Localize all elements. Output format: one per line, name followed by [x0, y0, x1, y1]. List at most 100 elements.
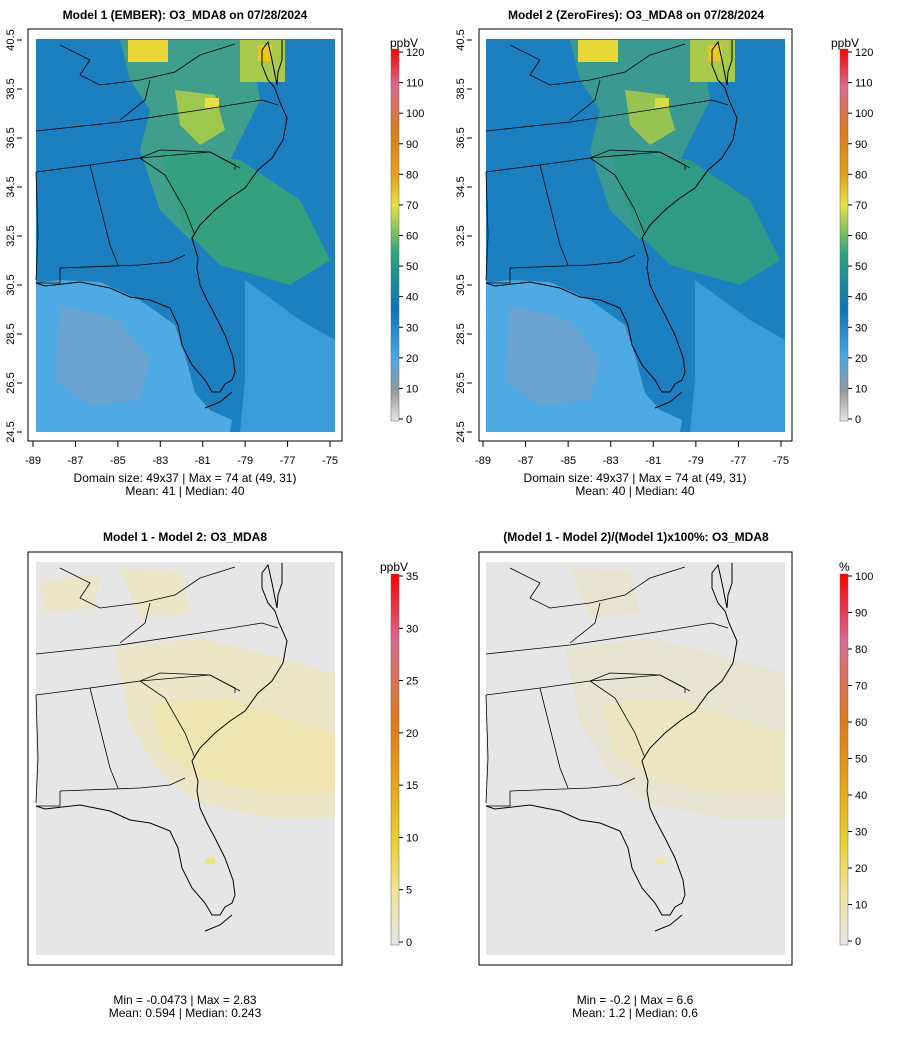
colorbar-tick-label: 20 — [406, 728, 418, 740]
colorbar-tick-label: 0 — [855, 414, 861, 426]
y-tick-label: 28.5 — [5, 323, 17, 344]
colorbar-tick-label: 80 — [406, 169, 418, 181]
x-tick-label: -77 — [730, 455, 746, 467]
stats-line-1: Domain size: 49x37 | Max = 74 at (49, 31… — [524, 471, 747, 485]
y-tick-label: 24.5 — [455, 421, 467, 442]
x-tick-label: -79 — [237, 455, 253, 467]
colorbar-tick-label: 110 — [855, 78, 873, 90]
colorbar-ticks: 0 10 20 30 40 50 60 70 80 90 100 — [848, 571, 873, 948]
stats-line-1: Min = -0.2 | Max = 6.6 — [577, 993, 694, 1007]
diff-field-fl — [205, 858, 215, 864]
colorbar-tick-label: 0 — [406, 937, 412, 949]
diff-field-north — [120, 568, 190, 618]
x-tick-labels: -89 -87 -85 -83 -81 -79 -77 -75 — [475, 441, 789, 467]
y-tick-label: 32.5 — [5, 225, 17, 246]
atlantic-field — [240, 280, 335, 432]
panel-title: Model 2 (ZeroFires): O3_MDA8 on 07/28/20… — [508, 8, 764, 22]
y-tick-label: 36.5 — [455, 127, 467, 148]
y-tick-label: 26.5 — [5, 372, 17, 393]
x-tick-label: -89 — [475, 455, 491, 467]
hotspot-field-peak — [258, 45, 272, 61]
map-field — [36, 562, 335, 955]
diff-field-fl — [655, 858, 665, 864]
diff-field-north — [570, 568, 640, 618]
panel-title: Model 1 - Model 2: O3_MDA8 — [103, 530, 267, 544]
stats-line-2: Mean: 1.2 | Median: 0.6 — [572, 1006, 698, 1020]
y-tick-labels: 24.5 26.5 28.5 30.5 32.5 34.5 36.5 38.5 40.5 — [5, 29, 22, 443]
coastline — [35, 563, 288, 932]
colorbar-tick-label: 100 — [406, 108, 424, 120]
colorbar-tick-label: 120 — [855, 47, 873, 59]
hotspot-field-north — [128, 40, 168, 62]
x-tick-label: -75 — [322, 455, 338, 467]
carolina-field — [610, 150, 780, 285]
stats-line-2: Mean: 0.594 | Median: 0.243 — [109, 1006, 262, 1020]
colorbar — [390, 48, 400, 422]
hotspot-field-north — [578, 40, 618, 62]
x-tick-label: -87 — [67, 455, 83, 467]
map-field — [486, 39, 785, 432]
atlantic-field — [690, 280, 785, 432]
colorbar-tick-label: 100 — [855, 108, 873, 120]
colorbar-ticks: 0 10 20 30 40 50 60 70 80 90 100 110 120 — [399, 47, 424, 426]
panel-difference: Model 1 - Model 2: O3_MDA8 Min = -0 — [27, 530, 418, 1020]
x-tick-label: -81 — [195, 455, 211, 467]
colorbar-unit: % — [839, 560, 850, 574]
colorbar-tick-label: 50 — [406, 261, 418, 273]
colorbar-unit: ppbV — [380, 560, 408, 574]
y-tick-label: 24.5 — [5, 421, 17, 442]
colorbar-tick-label: 10 — [406, 383, 418, 395]
hotspot-field-va — [205, 98, 219, 108]
panel-model1: Model 1 (EMBER): O3_MDA8 on 07/28/2024 — [5, 8, 424, 498]
state-boundaries — [485, 566, 729, 807]
colorbar-tick-label: 80 — [855, 169, 867, 181]
colorbar-tick-label: 35 — [406, 571, 418, 583]
colorbar-unit: ppbV — [390, 36, 418, 50]
stats-line-2: Mean: 40 | Median: 40 — [575, 484, 695, 498]
hotspot-field-va — [655, 98, 669, 108]
colorbar-tick-label: 100 — [855, 571, 873, 583]
colorbar-tick-label: 0 — [406, 414, 412, 426]
colorbar-tick-label: 70 — [855, 200, 867, 212]
stats-line-1: Domain size: 49x37 | Max = 74 at (49, 31… — [74, 471, 297, 485]
appalachia-field — [570, 40, 710, 240]
state-boundaries — [35, 566, 279, 807]
colorbar-tick-label: 30 — [855, 827, 867, 839]
x-tick-label: -85 — [110, 455, 126, 467]
coastline — [485, 40, 738, 409]
stats-line-1: Min = -0.0473 | Max = 2.83 — [113, 993, 257, 1007]
colorbar-tick-label: 40 — [855, 790, 867, 802]
diff-field-core — [150, 698, 335, 793]
colorbar-tick-label: 110 — [406, 78, 424, 90]
colorbar-ticks: 0 5 10 15 20 25 30 35 — [399, 571, 418, 949]
carolina-field — [160, 150, 330, 285]
coastline — [35, 40, 288, 409]
y-tick-label: 38.5 — [455, 78, 467, 99]
colorbar-tick-label: 90 — [406, 139, 418, 151]
x-tick-label: -87 — [518, 455, 534, 467]
x-tick-label: -77 — [280, 455, 296, 467]
colorbar-tick-label: 60 — [855, 231, 867, 243]
colorbar-tick-label: 10 — [855, 900, 867, 912]
state-boundaries — [485, 43, 729, 284]
colorbar-tick-label: 40 — [855, 292, 867, 304]
y-tick-label: 34.5 — [5, 176, 17, 197]
colorbar-tick-label: 30 — [406, 322, 418, 334]
colorbar-tick-label: 50 — [855, 754, 867, 766]
panel-title: Model 1 (EMBER): O3_MDA8 on 07/28/2024 — [63, 8, 308, 22]
panel-title: (Model 1 - Model 2)/(Model 1)x100%: O3_M… — [503, 530, 769, 544]
x-tick-label: -81 — [645, 455, 661, 467]
x-tick-label: -85 — [560, 455, 576, 467]
colorbar-tick-label: 20 — [406, 353, 418, 365]
y-tick-label: 32.5 — [455, 225, 467, 246]
map-field — [36, 39, 335, 432]
colorbar-tick-label: 30 — [855, 322, 867, 334]
colorbar-tick-label: 70 — [406, 200, 418, 212]
appalachia-field — [120, 40, 260, 240]
map-field — [486, 562, 785, 955]
colorbar-tick-label: 20 — [855, 353, 867, 365]
stats-line-2: Mean: 41 | Median: 40 — [125, 484, 245, 498]
gulf-gray-field — [505, 305, 600, 405]
colorbar-tick-label: 50 — [855, 261, 867, 273]
